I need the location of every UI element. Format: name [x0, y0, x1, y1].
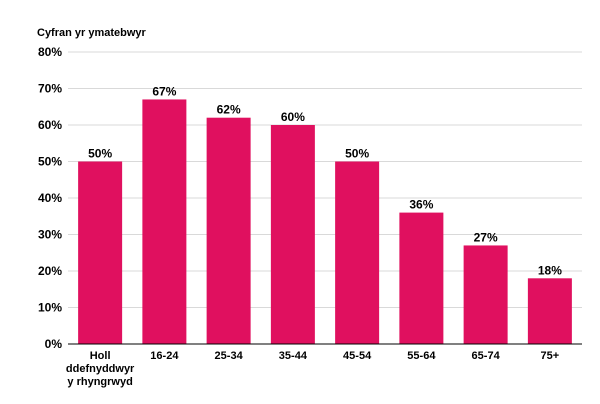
bar: [463, 245, 508, 344]
y-tick-label: 80%: [38, 45, 62, 59]
data-label: 50%: [345, 147, 369, 161]
y-tick-label: 30%: [38, 228, 62, 242]
y-tick-label: 40%: [38, 191, 62, 205]
y-axis-ticks: 0% 10% 20% 30% 40% 50% 60% 70% 80%: [38, 45, 62, 351]
x-category-label: 75+: [541, 350, 560, 362]
data-label: 18%: [538, 263, 562, 277]
x-category-label: 65-74: [472, 350, 501, 362]
x-category-label: 16-24: [150, 350, 179, 362]
data-label: 27%: [474, 230, 498, 244]
x-category-label: 25-34: [215, 350, 244, 362]
data-labels: 50% 67% 62% 60% 50% 36% 27% 18%: [88, 84, 562, 277]
y-tick-label: 10%: [38, 301, 62, 315]
bar: [527, 278, 572, 344]
x-category-label: 35-44: [279, 350, 308, 362]
bar: [399, 212, 444, 344]
x-category-label: Holl: [90, 350, 111, 362]
y-tick-label: 60%: [38, 118, 62, 132]
x-category-label: 45-54: [343, 350, 372, 362]
bars: [78, 99, 572, 344]
data-label: 62%: [217, 103, 241, 117]
bar: [142, 99, 187, 344]
y-tick-label: 20%: [38, 264, 62, 278]
bar: [206, 117, 251, 344]
y-axis-title: Cyfran yr ymatebwyr: [37, 27, 147, 39]
bar: [335, 161, 380, 344]
data-label: 67%: [152, 84, 176, 98]
x-category-label: y rhyngrwyd: [67, 376, 132, 388]
bar: [270, 125, 315, 344]
data-label: 60%: [281, 110, 305, 124]
x-category-label: ddefnyddwyr: [66, 363, 135, 375]
x-category-label: 55-64: [407, 350, 436, 362]
data-label: 50%: [88, 147, 112, 161]
y-tick-label: 0%: [45, 337, 63, 351]
y-tick-label: 50%: [38, 155, 62, 169]
y-tick-label: 70%: [38, 82, 62, 96]
bar: [78, 161, 123, 344]
data-label: 36%: [409, 198, 433, 212]
